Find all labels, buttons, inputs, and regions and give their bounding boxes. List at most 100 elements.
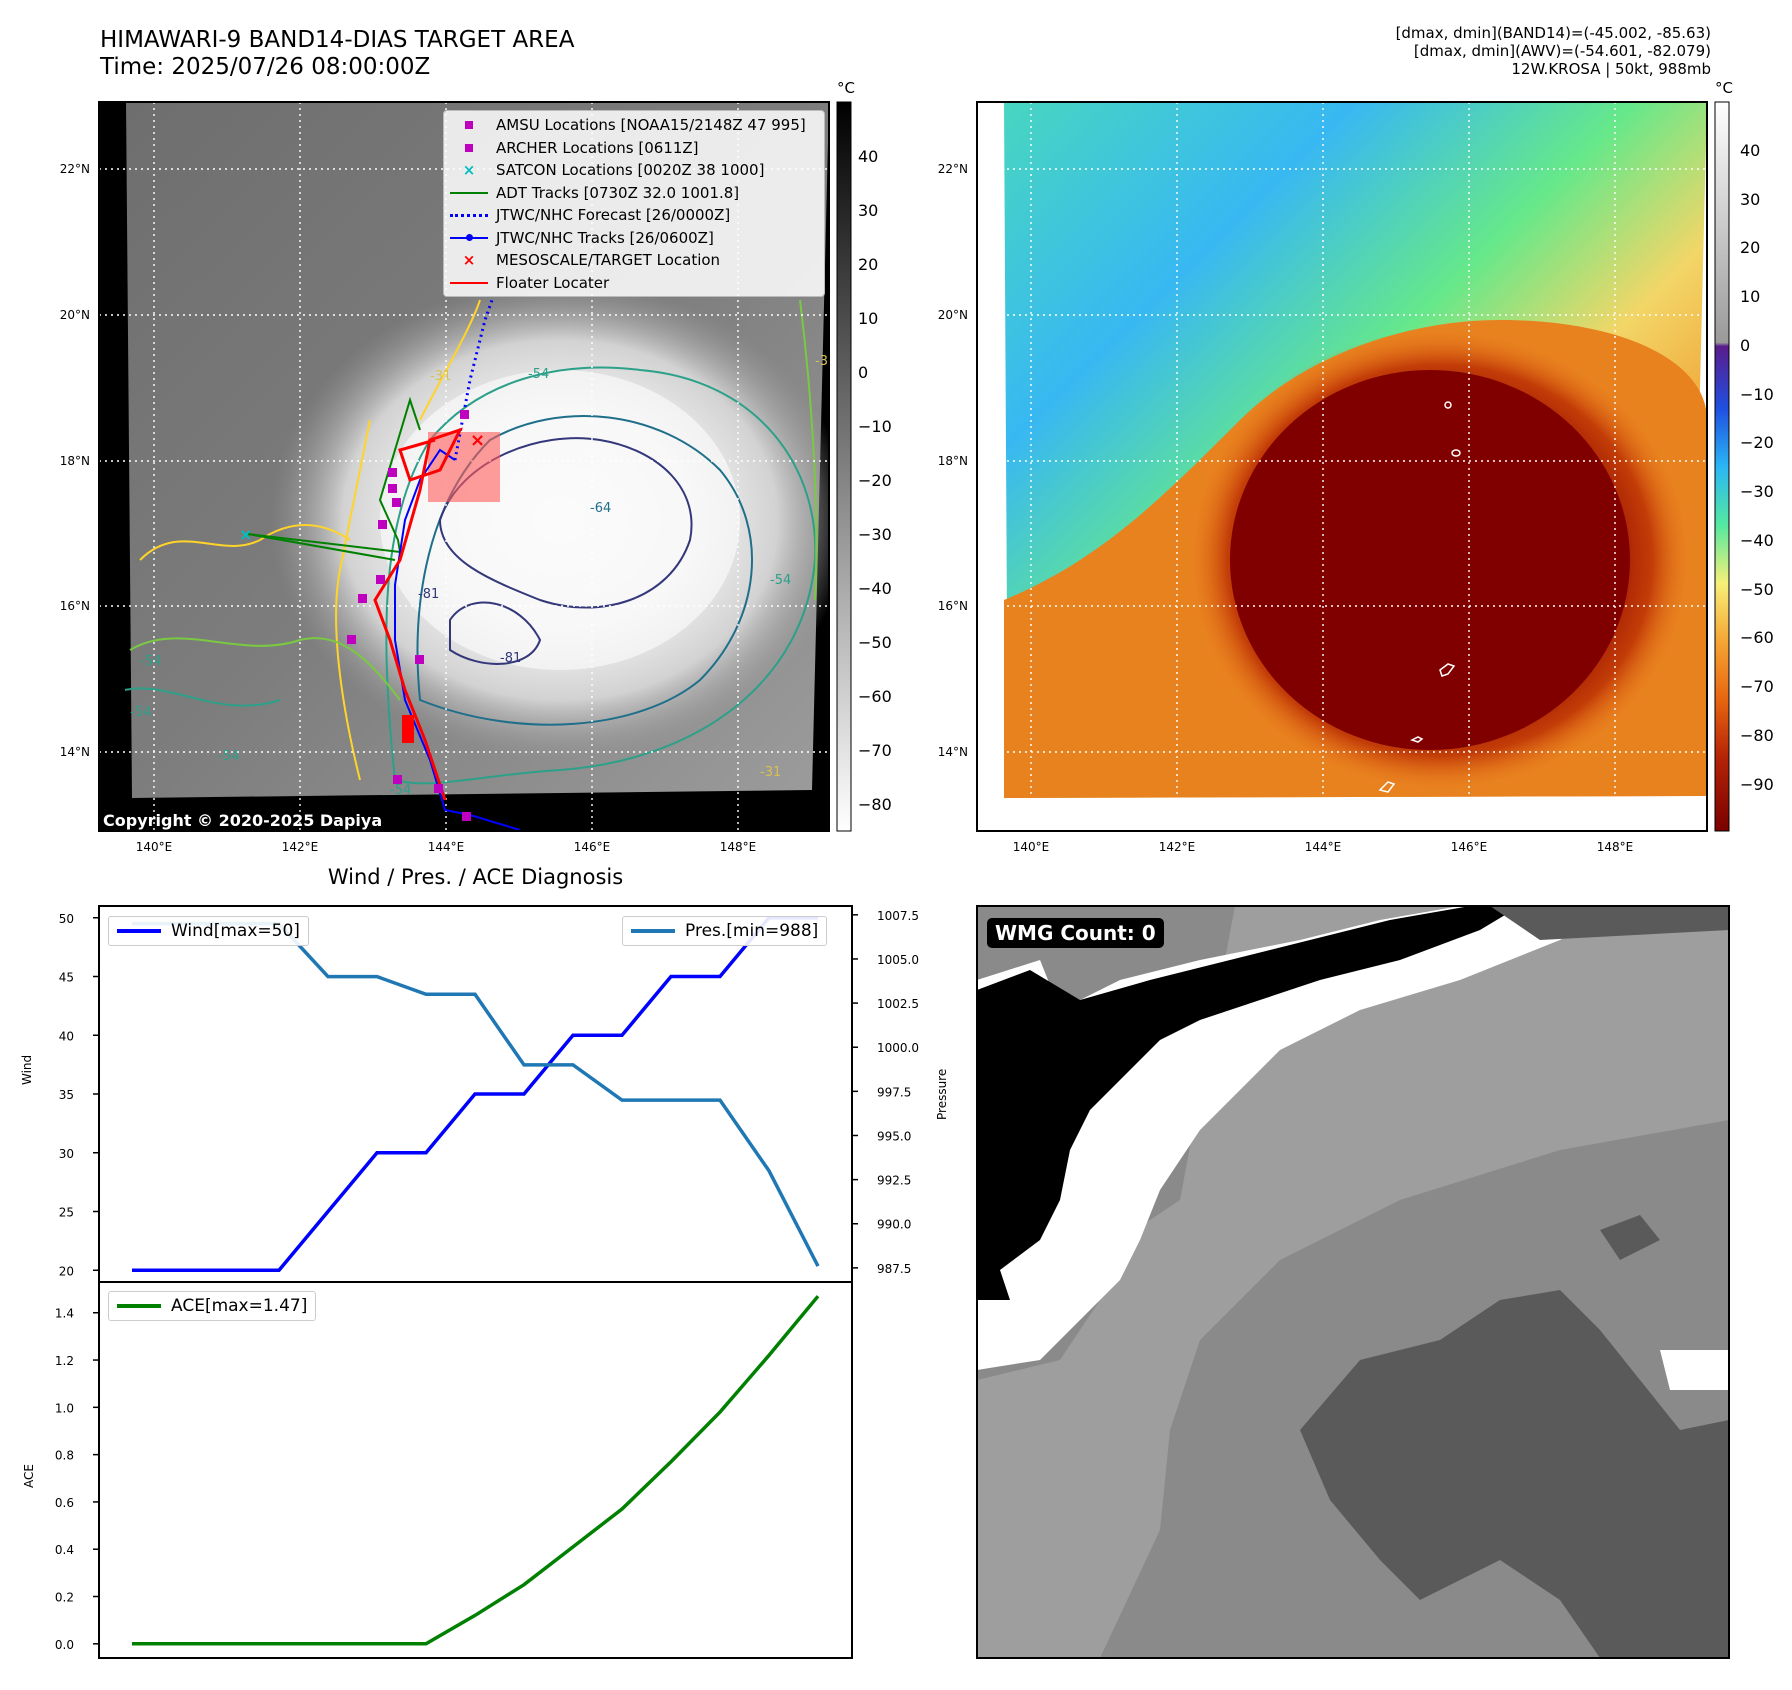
ace-tick-label: 1.4 [55,1307,74,1321]
wind-tick-label: 20 [59,1264,74,1278]
colorbar-tick: 20 [1740,238,1760,257]
awv-colorbar-unit: °C [1715,79,1733,97]
colorbar-tick: −30 [858,525,892,544]
copyright-text: Copyright © 2020-2025 Dapiya [103,811,382,830]
awv-colorbar [1714,101,1730,832]
ir-lat-ticks: 22°N 20°N 18°N 16°N 14°N [60,162,90,759]
ace-legend-label: ACE[max=1.47] [171,1296,308,1316]
wind-tick-label: 35 [59,1088,74,1102]
colorbar-tick: −40 [1740,531,1774,550]
ace-axes [98,1281,853,1659]
colorbar-tick: 0 [858,363,868,382]
pressure-tick-label: 992.5 [877,1174,911,1188]
lat-tick-label: 20°N [938,308,968,322]
ir-map-frame [98,101,830,832]
colorbar-tick: −20 [858,471,892,490]
colorbar-tick: 40 [858,147,878,166]
pressure-tick-label: 997.5 [877,1085,911,1099]
legend-entry: × SATCON Locations [0020Z 38 1000] [448,159,820,182]
colorbar-tick: 20 [858,255,878,274]
legend-swatch-icon [448,208,490,222]
wind-series-line [132,916,818,1272]
lat-tick-label: 16°N [60,599,90,613]
contour-label: -54 [528,367,549,382]
legend-entry: JTWC/NHC Tracks [26/0600Z] [448,227,820,250]
ace-tick-label: 0.0 [55,1638,74,1652]
colorbar-tick: 30 [858,201,878,220]
wind-tick-label: 45 [59,971,74,985]
wind-tick-label: 50 [59,912,74,926]
wind-tick-label: 25 [59,1206,74,1220]
lat-tick-label: 18°N [938,454,968,468]
contour-label: -64 [590,501,611,516]
lon-tick-label: 148°E [1597,840,1634,854]
lat-tick-label: 14°N [60,745,90,759]
legend-entry: ADT Tracks [0730Z 32.0 1001.8] [448,182,820,205]
awv-lat-ticks: 22°N 20°N 18°N 16°N 14°N [938,162,968,759]
colorbar-tick: 10 [1740,287,1760,306]
lon-tick-label: 142°E [282,840,319,854]
legend-label: JTWC/NHC Forecast [26/0000Z] [496,206,731,225]
target-box [428,432,500,502]
ace-axis-label: ACE [22,1464,36,1488]
lon-tick-label: 146°E [574,840,611,854]
ace-tick-label: 0.2 [55,1591,74,1605]
ace-legend: ACE[max=1.47] [108,1291,317,1321]
contour-label: -54 [218,749,239,764]
contour-label: -54 [140,654,161,669]
legend-label: ADT Tracks [0730Z 32.0 1001.8] [496,183,740,202]
colorbar-tick: −70 [1740,677,1774,696]
contour-label: -31 [815,354,836,369]
legend-swatch-icon [448,141,490,155]
lat-tick-label: 20°N [60,308,90,322]
timeseries-title: Wind / Pres. / ACE Diagnosis [327,865,624,889]
pressure-tick-label: 1007.5 [877,909,919,923]
amsu-archer-markers [347,410,471,821]
pressure-tick-label: 990.0 [877,1218,911,1232]
title-line-2: Time: 2025/07/26 08:00:00Z [100,54,431,80]
target-x-icon: × [470,430,485,451]
wind-legend-label: Wind[max=50] [171,921,300,941]
awv-colorbar-ticks: 40 30 20 10 0 −10 −20 −30 −40 −50 −60 −7… [1740,141,1774,794]
legend-swatch-icon [448,118,490,132]
wmg-panel [976,905,1730,1659]
ace-tick-label: 0.8 [55,1449,74,1463]
lon-tick-label: 142°E [1159,840,1196,854]
pressure-legend-label: Pres.[min=988] [685,921,819,941]
legend-entry: × MESOSCALE/TARGET Location [448,249,820,272]
contour-label: -81 [418,587,439,602]
ir-colorbar-unit: °C [837,79,855,97]
legend-label: JTWC/NHC Tracks [26/0600Z] [496,228,714,247]
ir-lon-ticks: 140°E 142°E 144°E 146°E 148°E [136,840,757,854]
legend-label: Floater Locater [496,273,610,292]
colorbar-tick: −50 [1740,580,1774,599]
colorbar-tick: 10 [858,309,878,328]
legend-entry: Floater Locater [448,272,820,295]
legend-label: MESOSCALE/TARGET Location [496,251,721,270]
colorbar-tick: −10 [858,417,892,436]
legend-label: ARCHER Locations [0611Z] [496,138,699,157]
wind-legend-swatch [117,929,161,933]
legend-entry: JTWC/NHC Forecast [26/0000Z] [448,204,820,227]
pressure-tick-label: 1000.0 [877,1041,919,1055]
ace-legend-swatch [117,1304,161,1308]
pressure-tick-label: 1005.0 [877,953,919,967]
ace-series-line [132,1295,820,1646]
contour-label: -54 [390,783,411,798]
figure-title: HIMAWARI-9 BAND14-DIAS TARGET AREA Time:… [100,27,574,81]
colorbar-tick: −80 [858,795,892,814]
legend-swatch-icon [448,186,490,200]
ir-colorbar [836,101,852,832]
colorbar-tick: 0 [1740,336,1750,355]
contour-label: -31 [760,765,781,780]
awv-map-frame [976,101,1708,832]
lon-tick-label: 148°E [720,840,757,854]
contour-label: -31 [430,369,451,384]
lon-tick-label: 144°E [1305,840,1342,854]
legend-swatch-icon: × [462,251,476,270]
colorbar-tick: 40 [1740,141,1760,160]
ace-tick-label: 1.2 [55,1354,74,1368]
map-legend: AMSU Locations [NOAA15/2148Z 47 995] ARCH… [443,110,825,297]
pressure-axis-label: Pressure [935,1068,949,1120]
